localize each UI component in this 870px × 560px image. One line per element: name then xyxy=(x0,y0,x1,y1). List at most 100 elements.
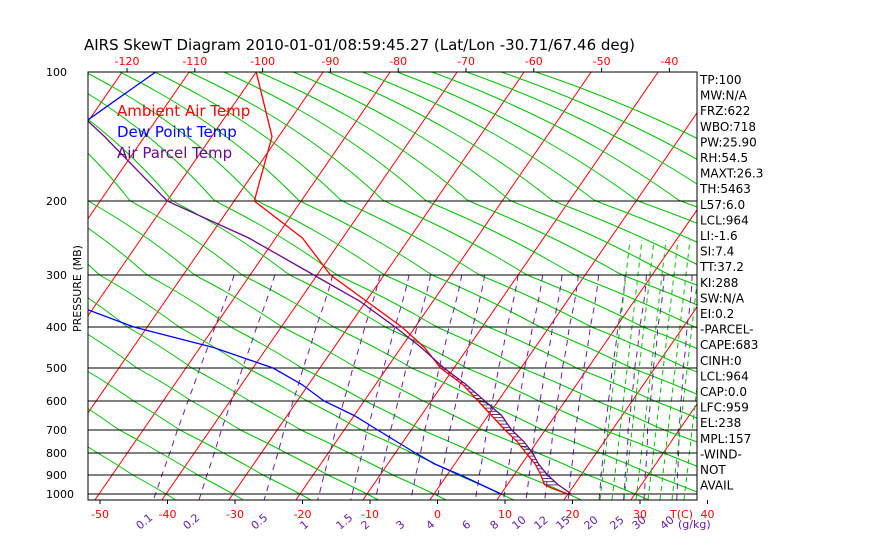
bottom-temp-tick-label: -50 xyxy=(91,508,109,521)
dry-adiabat-line xyxy=(88,72,697,419)
dry-adiabat-line xyxy=(154,72,697,373)
dry-adiabat-line xyxy=(88,118,697,467)
moist-adiabat-line xyxy=(623,239,655,500)
stat-entry: LCL:964 xyxy=(700,213,749,227)
moist-adiabat-line xyxy=(611,239,643,500)
isotherm-line xyxy=(496,209,697,500)
top-temp-tick-label: -120 xyxy=(115,55,140,68)
dry-adiabat-line xyxy=(362,72,697,243)
mixing-ratio-line xyxy=(317,274,381,500)
moist-adiabat-line xyxy=(671,278,697,500)
pressure-tick-label: 800 xyxy=(46,447,67,460)
moist-adiabat-line xyxy=(599,239,631,500)
dry-adiabat-line xyxy=(258,72,697,306)
mixing-ratio-line xyxy=(598,274,626,500)
stat-entry: MPL:157 xyxy=(700,432,751,446)
isotherm-line xyxy=(362,72,659,500)
bottom-temp-tick-label: 20 xyxy=(566,508,580,521)
stat-entry: EL:238 xyxy=(700,416,741,430)
dry-adiabat-line xyxy=(223,72,697,329)
stat-entry: MAXT:26.3 xyxy=(700,167,763,181)
dry-adiabat-line xyxy=(397,72,697,224)
dry-adiabat-line xyxy=(431,72,697,208)
mixing-ratio-tick-label: 25 xyxy=(608,513,627,532)
stat-entry: TP:100 xyxy=(699,73,742,87)
plot-frame xyxy=(87,71,698,501)
mixing-ratio-line xyxy=(502,274,544,500)
isotherm-line xyxy=(295,72,592,500)
dry-adiabat-line xyxy=(88,93,697,443)
isotherm-line xyxy=(832,72,870,500)
temp-unit-label: T(C) xyxy=(669,508,693,521)
mixing-ratio-line xyxy=(643,274,665,500)
stat-entry: -WIND- xyxy=(700,447,742,461)
stat-entry: LCL:964 xyxy=(700,369,749,383)
mixing-ratio-tick-label: 1.5 xyxy=(334,511,356,532)
top-temp-tick-label: -40 xyxy=(660,55,678,68)
mixing-ratio-line xyxy=(474,274,519,500)
top-temp-tick-label: -50 xyxy=(593,55,611,68)
dry-adiabat-line xyxy=(88,227,582,500)
bottom-temp-tick-label: -40 xyxy=(159,508,177,521)
stat-entry: LFC:959 xyxy=(700,401,749,415)
mixing-ratio-tick-label: 0.5 xyxy=(249,511,271,532)
dry-adiabat-line xyxy=(293,72,697,286)
mixing-ratio-line xyxy=(350,274,410,500)
stat-entry: FRZ:622 xyxy=(700,104,750,118)
stat-entry: CAP:0.0 xyxy=(700,385,747,399)
legend-entry: Dew Point Temp xyxy=(117,123,237,141)
pressure-tick-label: 1000 xyxy=(46,488,74,501)
mixing-ratio-line xyxy=(623,274,647,500)
isotherm-line xyxy=(88,72,190,220)
dry-adiabat-line xyxy=(88,408,244,500)
pressure-tick-label: 500 xyxy=(46,362,67,375)
stat-entry: TH:5463 xyxy=(699,182,751,196)
pressure-grid xyxy=(88,200,697,495)
pressure-tick-label: 400 xyxy=(46,321,67,334)
pressure-tick-label: 100 xyxy=(46,66,67,79)
stat-entry: RH:54.5 xyxy=(700,151,748,165)
bottom-temp-tick-label: -10 xyxy=(361,508,379,521)
isotherm-line xyxy=(563,306,697,500)
mixing-ratio-tick-label: 0.2 xyxy=(181,511,203,532)
stat-entry: WBO:718 xyxy=(700,120,756,134)
bottom-temp-tick-label: -20 xyxy=(294,508,312,521)
mixing-ratio-line xyxy=(198,274,276,500)
mixing-ratio-tick-label: 3 xyxy=(394,518,408,532)
moist-adiabat-line xyxy=(635,239,667,500)
isotherm-line xyxy=(94,72,391,500)
mixing-ratio-line xyxy=(436,274,486,500)
pressure-tick-label: 200 xyxy=(46,195,67,208)
mixing-ratio-line xyxy=(152,274,235,500)
dry-adiabat-line xyxy=(88,371,312,500)
isotherm-grid xyxy=(88,72,870,500)
dry-adiabat-line xyxy=(501,72,697,160)
stat-entry: -PARCEL- xyxy=(700,323,754,337)
stat-entry: CINH:0 xyxy=(700,354,742,368)
dry-adiabat-line xyxy=(119,72,697,395)
series-line-air-parcel-temp xyxy=(88,120,572,495)
pressure-tick-label: 600 xyxy=(46,395,67,408)
series-line-ambient-air-temp xyxy=(253,72,569,495)
legend: Ambient Air Temp Dew Point Temp Air Parcel… xyxy=(117,102,250,162)
legend-entry: Ambient Air Temp xyxy=(117,102,250,120)
stat-entry: PW:25.90 xyxy=(700,135,757,149)
isotherm-line xyxy=(630,403,697,500)
dry-adiabat-line xyxy=(327,72,697,266)
dry-adiabat-line xyxy=(466,72,697,185)
top-temp-tick-label: -110 xyxy=(182,55,207,68)
bottom-temp-tick-label: 40 xyxy=(701,508,715,521)
stat-entry: SW:N/A xyxy=(700,291,745,305)
stat-entry: CAPE:683 xyxy=(700,338,758,352)
pressure-tick-label: 900 xyxy=(46,469,67,482)
isotherm-line xyxy=(161,72,458,500)
mixing-ratio-grid xyxy=(152,239,697,500)
pressure-tick-label: 700 xyxy=(46,424,67,437)
dry-adiabat-line xyxy=(88,297,447,500)
mixing-ratio-tick-label: 10 xyxy=(510,513,529,532)
mixing-ratio-tick-label: 0.1 xyxy=(134,511,156,532)
top-temp-tick-label: -60 xyxy=(525,55,543,68)
isotherm-line xyxy=(88,72,257,317)
